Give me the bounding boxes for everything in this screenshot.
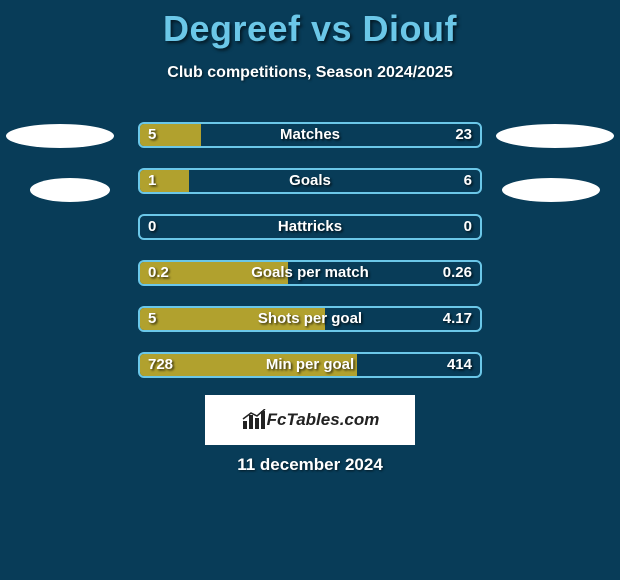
comparison-chart: 5 23Matches 1 6Goals 0 0Hattricks 0.2 0.26Goals… (0, 112, 620, 388)
stat-value-right: 23 (455, 122, 472, 148)
stat-label: Goals per match (138, 260, 482, 286)
player-badge (30, 178, 110, 202)
stat-value-right: 414 (447, 352, 472, 378)
stat-value-right: 4.17 (443, 306, 472, 332)
stat-label: Shots per goal (138, 306, 482, 332)
stat-value-left: 728 (148, 352, 173, 378)
page-title: Degreef vs Diouf (0, 0, 620, 50)
stat-label: Goals (138, 168, 482, 194)
stat-row: 728 414Min per goal (0, 342, 620, 388)
stat-row: 0 0Hattricks (0, 204, 620, 250)
stat-value-left: 0 (148, 214, 156, 240)
logo-badge: FcTables.com (205, 395, 415, 445)
stat-value-right: 6 (464, 168, 472, 194)
stat-value-right: 0 (464, 214, 472, 240)
stat-row: 0.2 0.26Goals per match (0, 250, 620, 296)
player-badge (502, 178, 600, 202)
stat-value-left: 5 (148, 306, 156, 332)
stat-value-right: 0.26 (443, 260, 472, 286)
page-subtitle: Club competitions, Season 2024/2025 (0, 64, 620, 82)
stat-label: Hattricks (138, 214, 482, 240)
stat-value-left: 0.2 (148, 260, 169, 286)
stat-label: Min per goal (138, 352, 482, 378)
player-badge (496, 124, 614, 148)
stat-label: Matches (138, 122, 482, 148)
stat-row: 5 4.17Shots per goal (0, 296, 620, 342)
stat-value-left: 1 (148, 168, 156, 194)
bar-chart-icon (241, 409, 267, 431)
stat-value-left: 5 (148, 122, 156, 148)
logo-text: FcTables.com (267, 410, 380, 430)
player-badge (6, 124, 114, 148)
date-label: 11 december 2024 (0, 455, 620, 475)
